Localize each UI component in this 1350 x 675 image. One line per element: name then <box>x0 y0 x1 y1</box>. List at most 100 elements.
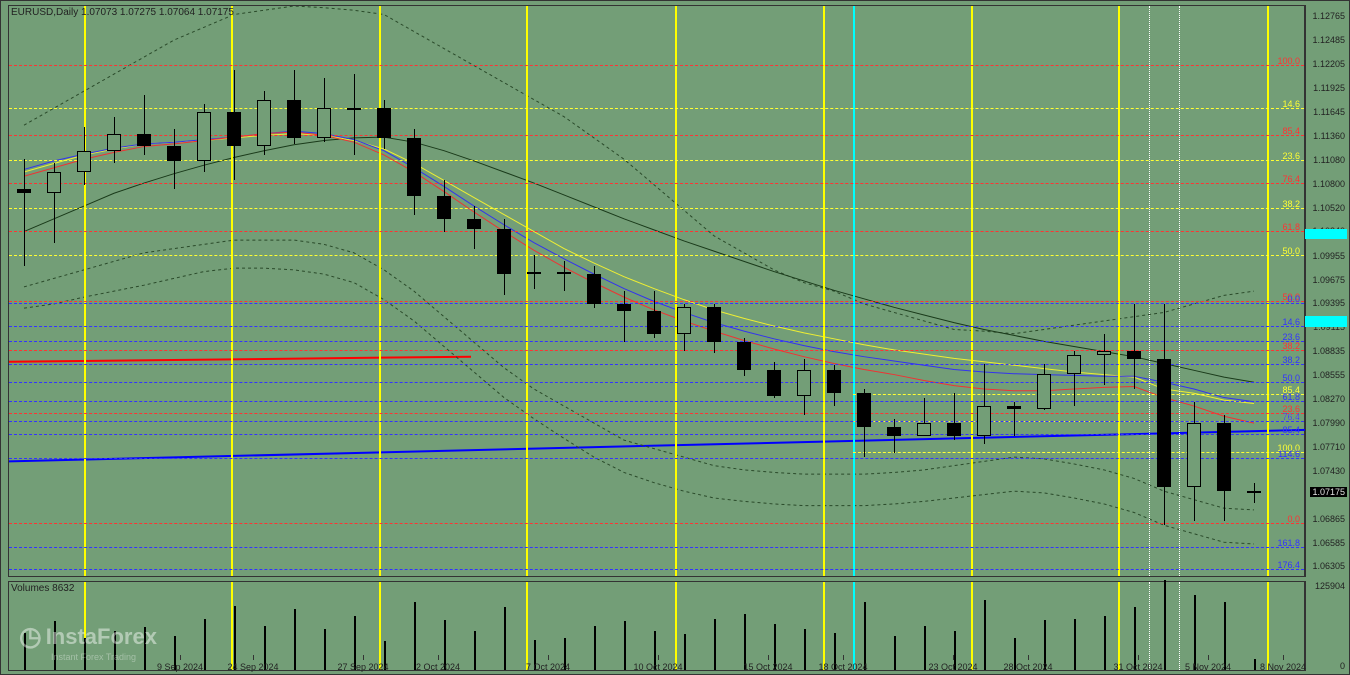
fib-level-line <box>9 231 1304 232</box>
price-tick: 1.11645 <box>1313 107 1345 117</box>
price-tick: 1.06865 <box>1312 514 1345 524</box>
fib-level-line <box>9 364 1304 365</box>
price-tick: 1.06585 <box>1312 538 1345 548</box>
candle-body <box>797 370 811 396</box>
axis-highlight <box>1305 229 1347 239</box>
candle-body <box>107 134 121 151</box>
fib-level-label: 50.0 <box>1282 373 1300 383</box>
candle-body <box>557 272 571 275</box>
fib-level-label: 176.4 <box>1277 560 1300 570</box>
candle-body <box>527 272 541 275</box>
date-axis-label: 27 Sep 2024 <box>337 662 388 672</box>
price-tick: 1.12765 <box>1312 11 1345 21</box>
volume-bar <box>714 619 716 670</box>
vertical-marker-line <box>84 6 86 576</box>
current-price-marker: 1.07175 <box>1310 487 1347 497</box>
vertical-marker-line <box>853 582 855 670</box>
candle-body <box>1187 423 1201 487</box>
fib-level-label: 85.4 <box>1282 425 1300 435</box>
vertical-marker-line <box>526 6 528 576</box>
candle-body <box>497 229 511 274</box>
price-tick: 1.08270 <box>1312 394 1345 404</box>
candle-body <box>1037 374 1051 409</box>
fib-level-label: 14.6 <box>1282 317 1300 327</box>
price-tick: 1.09955 <box>1312 251 1345 261</box>
fib-level-label: 38.2 <box>1282 199 1300 209</box>
date-tick <box>953 655 954 660</box>
volume-bar <box>1194 595 1196 670</box>
candle-body <box>1067 355 1081 374</box>
volume-bar <box>1104 616 1106 670</box>
fib-level-line <box>9 413 1304 414</box>
vertical-marker-line <box>971 582 973 670</box>
price-tick: 1.07990 <box>1312 418 1345 428</box>
vertical-marker-line <box>971 6 973 576</box>
date-axis-label: 23 Oct 2024 <box>928 662 977 672</box>
candle-wick <box>354 74 355 155</box>
fib-level-label: 0.0 <box>1287 294 1300 304</box>
price-tick: 1.10800 <box>1312 179 1345 189</box>
candle-wick <box>894 419 895 453</box>
candle-body <box>857 393 871 427</box>
date-tick <box>363 655 364 660</box>
date-axis-label: 5 Nov 2024 <box>1185 662 1231 672</box>
candle-body <box>617 304 631 311</box>
candle-body <box>1127 351 1141 360</box>
candle-body <box>1217 423 1231 491</box>
vertical-marker-line <box>379 582 381 670</box>
candle-body <box>1157 359 1171 487</box>
volume-tick: 125904 <box>1315 581 1345 591</box>
date-tick <box>843 655 844 660</box>
vertical-marker-line <box>231 582 233 670</box>
chart-title: EURUSD,Daily 1.07073 1.07275 1.07064 1.0… <box>11 7 234 18</box>
fib-level-line <box>9 183 1304 184</box>
volume-bar <box>684 634 686 670</box>
candle-body <box>1007 406 1021 409</box>
fib-level-label: 161.8 <box>1277 538 1300 548</box>
price-tick: 1.12485 <box>1312 35 1345 45</box>
candle-body <box>227 112 241 146</box>
price-tick: 1.07430 <box>1312 466 1345 476</box>
price-tick: 1.09675 <box>1312 275 1345 285</box>
fib-level-line <box>9 208 1304 209</box>
vertical-marker-line <box>675 6 677 576</box>
date-tick <box>548 655 549 660</box>
date-tick <box>768 655 769 660</box>
fib-level-line <box>9 547 1304 548</box>
volume-bar <box>1254 659 1256 670</box>
date-axis-label: 7 Oct 2024 <box>526 662 570 672</box>
date-axis-label: 10 Oct 2024 <box>633 662 682 672</box>
volume-bar <box>474 631 476 670</box>
vertical-marker-line <box>526 582 528 670</box>
volume-bar <box>414 602 416 670</box>
fib-level-label: 76.4 <box>1282 174 1300 184</box>
date-tick <box>438 655 439 660</box>
vertical-marker-line <box>823 582 825 670</box>
price-tick: 1.06305 <box>1312 561 1345 571</box>
candle-body <box>197 112 211 161</box>
vertical-marker-line <box>1118 582 1120 670</box>
fib-level-line <box>9 401 1304 402</box>
volume-bar <box>894 636 896 670</box>
vertical-marker-line <box>1118 6 1120 576</box>
date-axis-label: 18 Oct 2024 <box>818 662 867 672</box>
date-tick <box>253 655 254 660</box>
fib-level-line <box>9 421 1304 422</box>
fib-level-label: 76.4 <box>1282 412 1300 422</box>
fib-level-line <box>853 452 1304 453</box>
fib-level-label: 50.0 <box>1282 246 1300 256</box>
volume-bar <box>1074 619 1076 670</box>
fib-level-label: 14.6 <box>1282 99 1300 109</box>
fib-level-label: 38.2 <box>1282 341 1300 351</box>
instaforex-logo: ◷ InstaForex <box>19 621 157 652</box>
volume-chart[interactable] <box>8 581 1305 671</box>
vertical-marker-line <box>1179 582 1180 670</box>
fib-level-label: 61.8 <box>1282 222 1300 232</box>
candle-body <box>77 151 91 172</box>
main-candlestick-chart[interactable]: 100.014.685.423.676.438.261.850.050.00.0… <box>8 5 1305 577</box>
candle-body <box>977 406 991 436</box>
volume-bar <box>504 607 506 670</box>
candle-wick <box>624 291 625 342</box>
fib-level-line <box>9 303 1304 304</box>
vertical-marker-line <box>231 6 233 576</box>
